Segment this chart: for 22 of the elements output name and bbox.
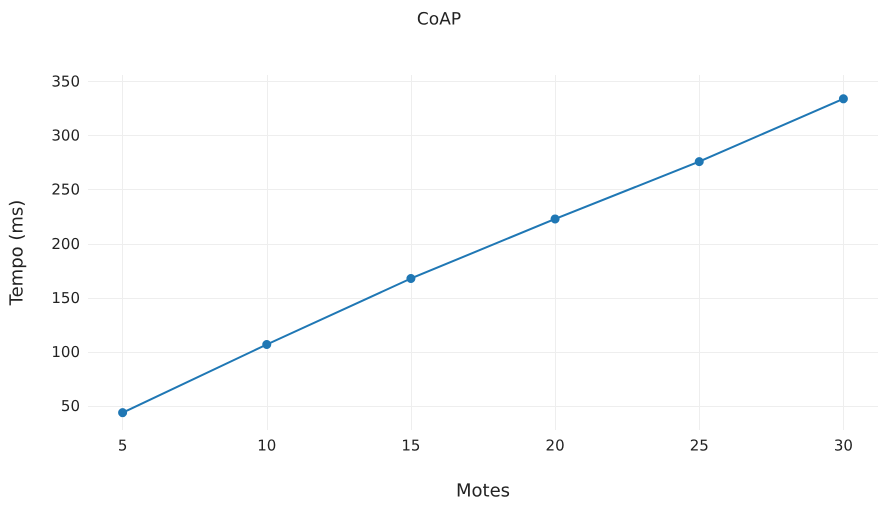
- y-tick-label: 100: [51, 343, 80, 362]
- x-axis-title: Motes: [456, 480, 510, 502]
- y-axis-title: Tempo (ms): [6, 200, 28, 306]
- x-tick-label: 20: [546, 436, 565, 454]
- point: [118, 408, 128, 418]
- x-tick-label: 15: [401, 436, 420, 454]
- point: [694, 157, 704, 166]
- y-tick-label: 250: [51, 180, 80, 199]
- point: [550, 214, 560, 224]
- x-tick-label: 10: [257, 436, 276, 454]
- point: [406, 274, 416, 283]
- point: [838, 94, 848, 104]
- chart-title: CoAP: [416, 10, 462, 30]
- x-tick-label: 30: [834, 436, 853, 454]
- y-tick-label: 350: [51, 72, 80, 90]
- point: [262, 340, 272, 349]
- x-tick-label: 5: [118, 436, 128, 454]
- y-tick-label: 50: [60, 397, 80, 416]
- y-tick-label: 200: [51, 234, 80, 253]
- y-tick-label: 150: [51, 288, 80, 307]
- x-tick-label: 25: [690, 436, 709, 454]
- y-tick-label: 300: [51, 126, 80, 145]
